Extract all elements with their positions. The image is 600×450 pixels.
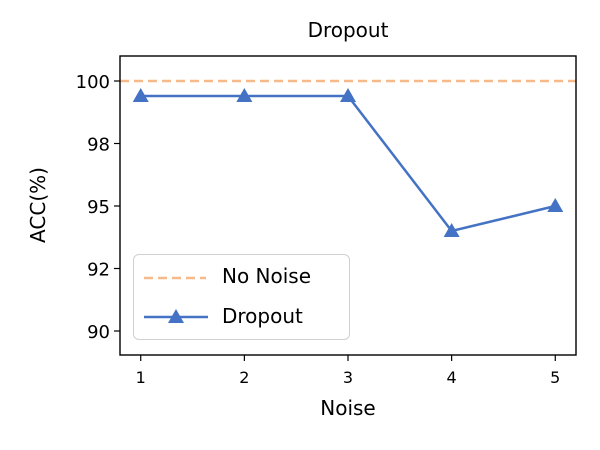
dashed-line-icon bbox=[144, 276, 206, 280]
triangle-marker-line-icon bbox=[144, 309, 208, 323]
x-tick-label: 5 bbox=[550, 368, 560, 387]
y-tick-label: 98 bbox=[87, 135, 110, 156]
legend-item-no-noise: No Noise bbox=[134, 259, 349, 295]
legend-item-dropout: Dropout bbox=[134, 299, 349, 335]
triangle-marker bbox=[236, 88, 253, 102]
dropout-line bbox=[140, 94, 556, 233]
legend-label: Dropout bbox=[222, 304, 303, 328]
y-tick-label: 92 bbox=[87, 260, 110, 281]
triangle-marker bbox=[132, 88, 149, 102]
x-tick-label: 4 bbox=[447, 368, 457, 387]
y-tick-label: 90 bbox=[87, 322, 110, 343]
triangle-marker bbox=[443, 223, 460, 237]
triangle-marker bbox=[547, 198, 564, 212]
legend-label: No Noise bbox=[222, 264, 312, 288]
x-tick-label: 2 bbox=[239, 368, 249, 387]
chart-title: Dropout bbox=[307, 18, 389, 42]
x-tick-label: 3 bbox=[343, 368, 353, 387]
x-tick-label: 1 bbox=[136, 368, 146, 387]
x-axis-label: Noise bbox=[320, 396, 376, 420]
triangle-marker bbox=[340, 88, 356, 102]
y-tick-label: 100 bbox=[76, 72, 110, 93]
y-tick-label: 95 bbox=[87, 197, 110, 218]
legend: No Noise Dropout bbox=[133, 254, 350, 340]
axes-frame bbox=[119, 55, 577, 356]
